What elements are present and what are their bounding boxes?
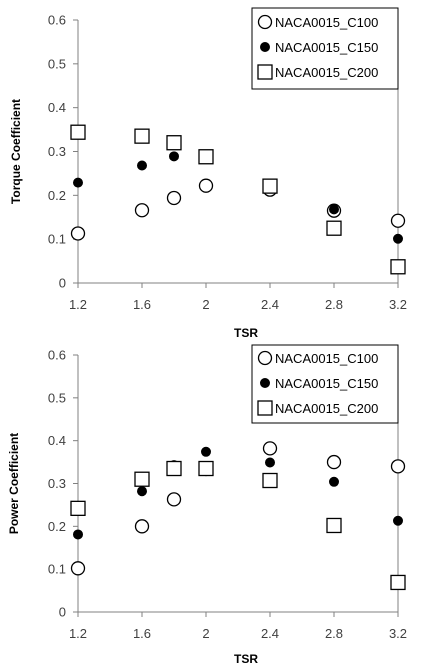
legend-label: NACA0015_C200: [275, 401, 378, 416]
y-tick-label: 0.1: [48, 562, 66, 577]
legend-marker: [260, 378, 270, 388]
y-axis-title: Power Coefficient: [7, 433, 21, 534]
data-point: [73, 529, 83, 540]
y-tick-label: 0.6: [48, 13, 66, 28]
y-tick-label: 0.5: [48, 390, 66, 405]
chart-2: 0 0.1 0.2 0.3 0.4 0.5 0.6 1.2 1.6 2 2.4 2.8 3.2 TSR Po…: [7, 344, 407, 666]
legend: NACA0015_C100 NACA0015_C150 NACA0015_C200: [251, 7, 399, 90]
x-tick-label: 1.6: [133, 626, 151, 641]
x-axis-title: TSR: [234, 652, 258, 666]
data-point: [393, 515, 403, 526]
data-point: [166, 190, 182, 206]
y-tick-label: 0.1: [48, 232, 66, 247]
data-point: [329, 204, 339, 215]
series-NACA0015_C150: [73, 446, 403, 540]
data-point: [134, 471, 150, 487]
y-tick-label: 0.6: [48, 348, 66, 363]
y-tick-label: 0.4: [48, 100, 66, 115]
legend-label: NACA0015_C200: [275, 65, 378, 80]
data-point: [390, 459, 406, 474]
y-tick-label: 0.3: [48, 144, 66, 159]
x-tick-label: 1.6: [133, 297, 151, 312]
series-NACA0015_C100: [70, 178, 406, 241]
data-point: [393, 233, 403, 244]
data-point: [134, 128, 150, 144]
data-point: [198, 149, 214, 165]
data-point: [166, 135, 182, 151]
legend-box: [251, 7, 399, 90]
legend-marker: [257, 350, 273, 366]
legend-label: NACA0015_C100: [275, 351, 378, 366]
x-tick-label: 2: [202, 297, 209, 312]
data-point: [326, 454, 342, 470]
data-point: [73, 177, 83, 188]
legend-marker: [257, 14, 273, 30]
data-point: [137, 486, 147, 497]
legend-box: [251, 344, 399, 424]
y-axis-title: Torque Coefficient: [9, 99, 23, 204]
data-point: [134, 519, 150, 534]
data-point: [390, 574, 406, 591]
x-tick-label: 2.8: [325, 626, 343, 641]
legend-marker: [260, 42, 270, 52]
series-NACA0015_C150: [73, 151, 403, 244]
data-point: [70, 561, 86, 576]
data-point: [262, 441, 278, 456]
legend-label: NACA0015_C100: [275, 15, 378, 30]
data-point: [70, 124, 86, 140]
x-tick-label: 3.2: [389, 626, 407, 641]
data-point: [390, 259, 406, 275]
y-tick-label: 0.2: [48, 188, 66, 203]
legend-marker: [257, 400, 273, 416]
x-tick-label: 2: [202, 626, 209, 641]
legend-label: NACA0015_C150: [275, 40, 378, 55]
y-tick-label: 0.4: [48, 433, 66, 448]
data-point: [326, 517, 342, 534]
x-tick-label: 3.2: [389, 297, 407, 312]
y-tick-label: 0: [59, 605, 66, 620]
legend: NACA0015_C100 NACA0015_C150 NACA0015_C200: [251, 344, 399, 424]
data-point: [137, 160, 147, 171]
series-NACA0015_C200: [70, 124, 406, 275]
x-axis-title: TSR: [234, 326, 258, 340]
series-NACA0015_C100: [70, 441, 406, 576]
data-point: [390, 213, 406, 228]
x-tick-label: 2.8: [325, 297, 343, 312]
x-tick-label: 2.4: [261, 297, 279, 312]
data-point: [201, 446, 211, 457]
data-point: [198, 460, 214, 477]
x-tick-label: 1.2: [69, 626, 87, 641]
data-point: [198, 178, 214, 193]
data-point: [262, 472, 278, 489]
legend-marker: [257, 64, 273, 80]
data-point: [265, 457, 275, 468]
data-point: [166, 460, 182, 477]
data-point: [262, 178, 278, 194]
legend-label: NACA0015_C150: [275, 376, 378, 391]
series-NACA0015_C200: [70, 460, 406, 591]
data-point: [166, 492, 182, 507]
data-point: [329, 476, 339, 487]
y-tick-label: 0.2: [48, 519, 66, 534]
chart-1: 0 0.1 0.2 0.3 0.4 0.5 0.6 1.2 1.6 2 2.4 2.8 3.2 TSR To…: [9, 7, 407, 340]
data-point: [70, 226, 86, 241]
x-tick-label: 1.2: [69, 297, 87, 312]
data-point: [134, 203, 150, 218]
y-tick-label: 0.3: [48, 476, 66, 491]
data-point: [70, 500, 86, 516]
x-tick-label: 2.4: [261, 626, 279, 641]
data-point: [326, 220, 342, 236]
y-tick-label: 0: [59, 276, 66, 291]
data-point: [169, 151, 179, 162]
y-tick-label: 0.5: [48, 56, 66, 71]
